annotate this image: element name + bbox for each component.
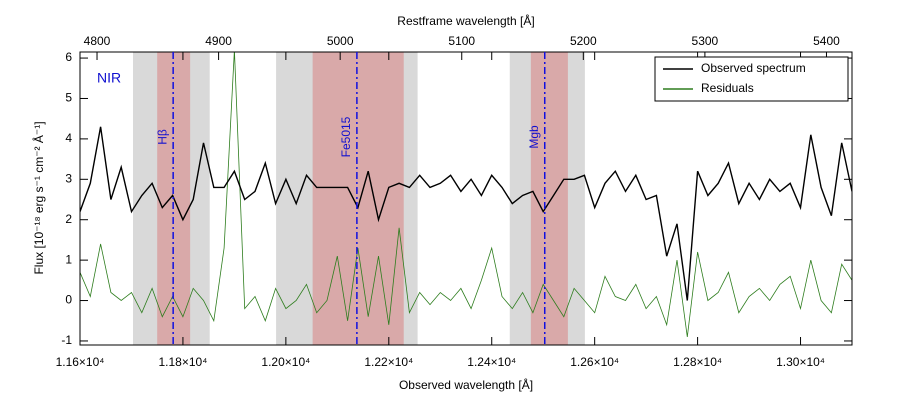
x2-tick-label: 5100	[448, 34, 475, 48]
feature-label: Mgb	[527, 125, 541, 149]
x-tick-label: 1.22×10⁴	[364, 355, 413, 369]
y-tick-label: 1	[65, 252, 72, 266]
series-group	[80, 52, 852, 337]
feature-label: Hβ	[155, 129, 169, 145]
x2-tick-label: 4800	[84, 34, 111, 48]
top-axis-title: Restframe wavelength [Å]	[397, 13, 534, 28]
feature-label: Fe5015	[339, 116, 353, 157]
y-tick-label: 5	[65, 91, 72, 105]
x-tick-label: 1.20×10⁴	[261, 355, 310, 369]
y-tick-label: 6	[65, 50, 72, 64]
legend-label: Residuals	[701, 81, 754, 95]
x-axis-title: Observed wavelength [Å]	[399, 377, 533, 392]
bands	[133, 52, 585, 345]
x2-tick-label: 5000	[327, 34, 354, 48]
x2-tick-label: 5200	[570, 34, 597, 48]
y-tick-label: 2	[65, 212, 72, 226]
legend-box	[654, 56, 849, 102]
legend-label: Observed spectrum	[701, 61, 806, 75]
x-tick-label: 1.28×10⁴	[673, 355, 722, 369]
x2-tick-label: 5400	[813, 34, 840, 48]
x-tick-label: 1.18×10⁴	[158, 355, 207, 369]
y-tick-label: 0	[65, 293, 72, 307]
x-tick-label: 1.30×10⁴	[776, 355, 825, 369]
plot-frame	[79, 51, 853, 346]
y-axis-title: Flux [10⁻¹⁸ erg s⁻¹ cm⁻² Å⁻¹]	[31, 121, 46, 274]
y-tick-label: 3	[65, 171, 72, 185]
x2-tick-label: 5300	[692, 34, 719, 48]
series-line	[80, 52, 852, 337]
x-tick-label: 1.26×10⁴	[570, 355, 619, 369]
x-tick-label: 1.24×10⁴	[467, 355, 516, 369]
series-line	[80, 126, 852, 301]
x-tick-label: 1.16×10⁴	[56, 355, 105, 369]
y-tick-label: 4	[65, 131, 72, 145]
x2-tick-label: 4900	[205, 34, 232, 48]
y-tick-label: -1	[61, 333, 72, 347]
annotation: NIR	[97, 70, 121, 86]
